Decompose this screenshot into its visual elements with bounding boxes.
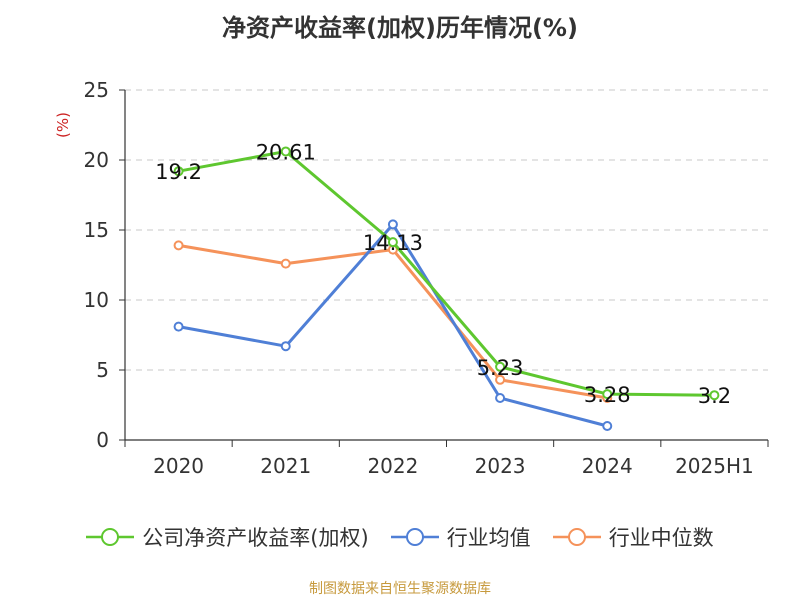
data-point [173, 321, 184, 332]
axes: 0 5 10 15 20 25 2020 2021 2022 2023 2024 2025H1 (%) [54, 78, 769, 478]
y-tick-label: 5 [96, 358, 109, 382]
y-tick-label: 20 [84, 148, 109, 172]
x-tick-label: 2020 [153, 454, 204, 478]
legend-marker-company [86, 528, 135, 546]
data-point [602, 389, 613, 400]
y-tick-label: 0 [96, 428, 109, 452]
legend-label-industry-median: 行业中位数 [608, 526, 714, 550]
data-point [495, 361, 506, 372]
legend-marker-industry-mean [390, 528, 439, 546]
data-point [387, 237, 398, 248]
legend-item-industry-mean[interactable]: 行业均值 [390, 522, 531, 552]
legend-label-industry-mean: 行业均值 [446, 526, 531, 550]
data-point [602, 421, 613, 431]
data-point [495, 374, 506, 385]
grid-lines [125, 89, 768, 371]
data-point [387, 219, 398, 230]
series-line [178, 149, 715, 397]
series-line [178, 243, 608, 400]
data-labels: 19.2 20.61 14.13 5.23 3.28 3.2 [155, 140, 731, 408]
y-tick-label: 15 [84, 218, 109, 242]
x-tick-label: 2024 [582, 454, 633, 478]
x-tick-label: 2021 [260, 454, 311, 478]
legend-item-industry-median[interactable]: 行业中位数 [552, 522, 714, 552]
data-label: 5.23 [477, 356, 524, 380]
data-label: 3.2 [698, 384, 731, 408]
y-tick-label: 25 [84, 78, 109, 102]
data-point [280, 146, 291, 157]
legend-label-company: 公司净资产收益率(加权) [142, 526, 369, 550]
data-point [709, 390, 720, 401]
data-label: 3.28 [584, 383, 631, 407]
chart-title: 净资产收益率(加权)历年情况(%) [222, 14, 578, 42]
x-tick-label: 2025H1 [675, 454, 754, 478]
x-tick-label: 2022 [367, 454, 418, 478]
data-point [280, 258, 291, 269]
data-label: 19.2 [155, 160, 202, 184]
legend: 公司净资产收益率(加权) 行业均值 行业中位数 [0, 520, 800, 554]
data-point [173, 240, 184, 251]
data-point [173, 166, 184, 177]
data-label: 20.61 [256, 140, 316, 164]
y-tick-label: 10 [84, 288, 109, 312]
source-note: 制图数据来自恒生聚源数据库 [309, 581, 491, 597]
legend-item-company[interactable]: 公司净资产收益率(加权) [86, 522, 369, 552]
data-point [495, 393, 506, 403]
x-tick-label: 2023 [475, 454, 526, 478]
series-lines [173, 146, 720, 431]
data-label: 14.13 [363, 231, 423, 255]
y-axis-label: (%) [54, 112, 72, 138]
data-point [280, 341, 291, 352]
legend-marker-industry-median [552, 528, 601, 546]
